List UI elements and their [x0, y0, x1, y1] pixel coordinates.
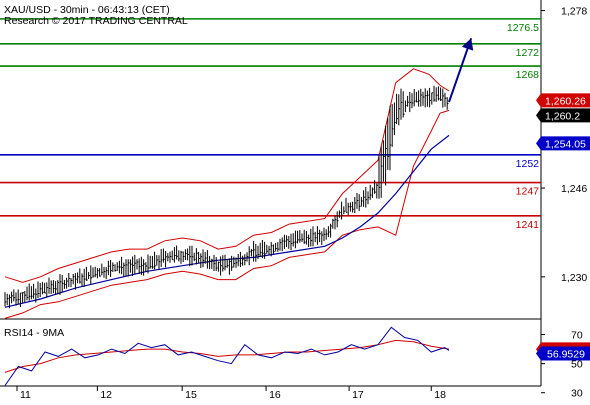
bollinger-lower-line: [4, 109, 450, 319]
level-label-1247: 1247: [516, 186, 540, 198]
time-tick-label: 16: [269, 389, 281, 400]
rsi-line: [4, 326, 450, 386]
level-label-1272: 1272: [516, 47, 540, 59]
time-tick-label: 11: [20, 389, 31, 400]
price-tag-black: [536, 108, 590, 123]
price-tag-blue: [536, 136, 590, 151]
rsi-tick-label: 50: [571, 359, 583, 371]
time-tick-label: 18: [434, 389, 446, 400]
key-levels: 1276.5 1272 1268 1252 1247 1241: [0, 18, 541, 231]
price-tick-label: 1,278: [561, 6, 587, 18]
price-tag-label: 1,260.2: [545, 110, 580, 122]
moving-average: [4, 134, 450, 308]
price-tick-label: 1,246: [561, 183, 587, 195]
price-tag-label: 1,260.26: [545, 95, 586, 107]
rsi-tag-label: 56.9529: [547, 349, 585, 361]
time-tick-label: 15: [185, 389, 197, 400]
time-tick-label: 17: [352, 389, 364, 400]
target-arrow-head: [461, 38, 474, 51]
chart-title: XAU/USD - 30min - 06:43:13 (CET): [4, 4, 170, 16]
price-tags: 1,260.26 1,260.2 1,254.05: [536, 93, 590, 151]
rsi-panel: 70 50 30 59.835456.9529 RSI14 - 9MA: [0, 326, 590, 400]
rsi-lines: [4, 326, 450, 386]
rsi-tag-blue: [536, 346, 590, 361]
moving-average-line: [4, 134, 450, 308]
level-label-1268: 1268: [516, 69, 540, 81]
level-label-1276.5: 1276.5: [507, 22, 539, 34]
price-tick-label: 1,230: [561, 272, 587, 284]
level-label-1252: 1252: [516, 158, 540, 170]
target-arrow-shaft: [448, 37, 473, 103]
level-label-1241: 1241: [516, 219, 540, 231]
price-tag-label: 1,254.05: [545, 138, 586, 150]
target-arrow-group: [448, 37, 474, 103]
time-axis: 11 12 15 16 17 18: [16, 386, 446, 401]
price-tag-red: [536, 93, 590, 108]
price-bars: [4, 85, 449, 309]
rsi-tick-label: 70: [571, 330, 583, 342]
rsi-tags: 59.835456.9529: [536, 342, 590, 361]
rsi-axis-ticks: 70 50 30: [541, 330, 583, 400]
rsi-panel-title: RSI14 - 9MA: [4, 327, 64, 339]
time-tick-label: 12: [100, 389, 112, 400]
chart-subtitle: Research © 2017 TRADING CENTRAL: [4, 15, 188, 27]
rsi-tick-label: 30: [571, 388, 583, 400]
